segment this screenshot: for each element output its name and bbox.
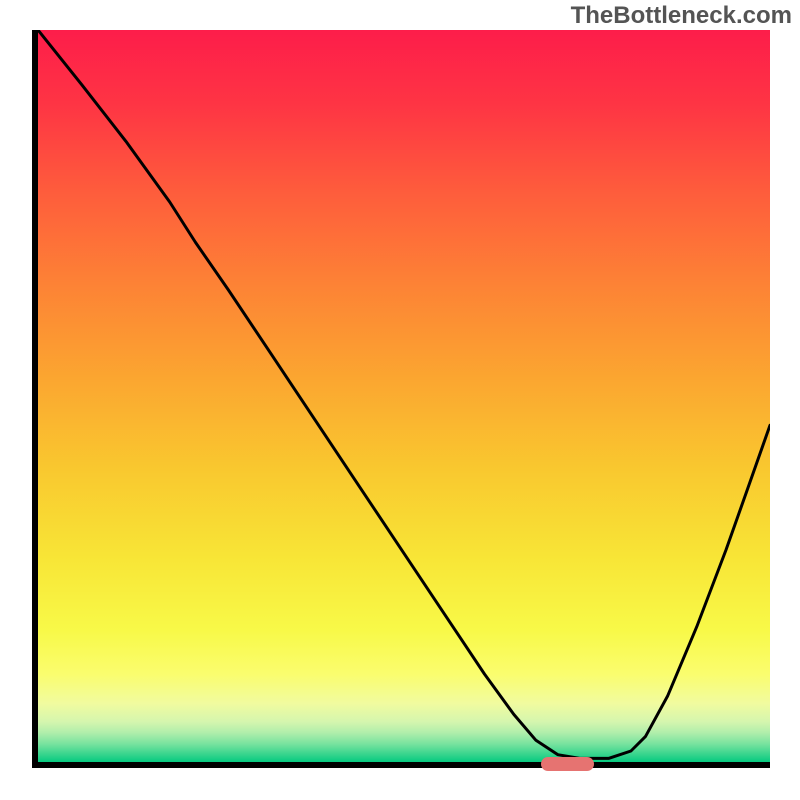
plot-area — [32, 30, 770, 768]
bottleneck-marker — [541, 757, 594, 771]
curve-line — [38, 30, 770, 762]
watermark-text: TheBottleneck.com — [571, 2, 792, 30]
